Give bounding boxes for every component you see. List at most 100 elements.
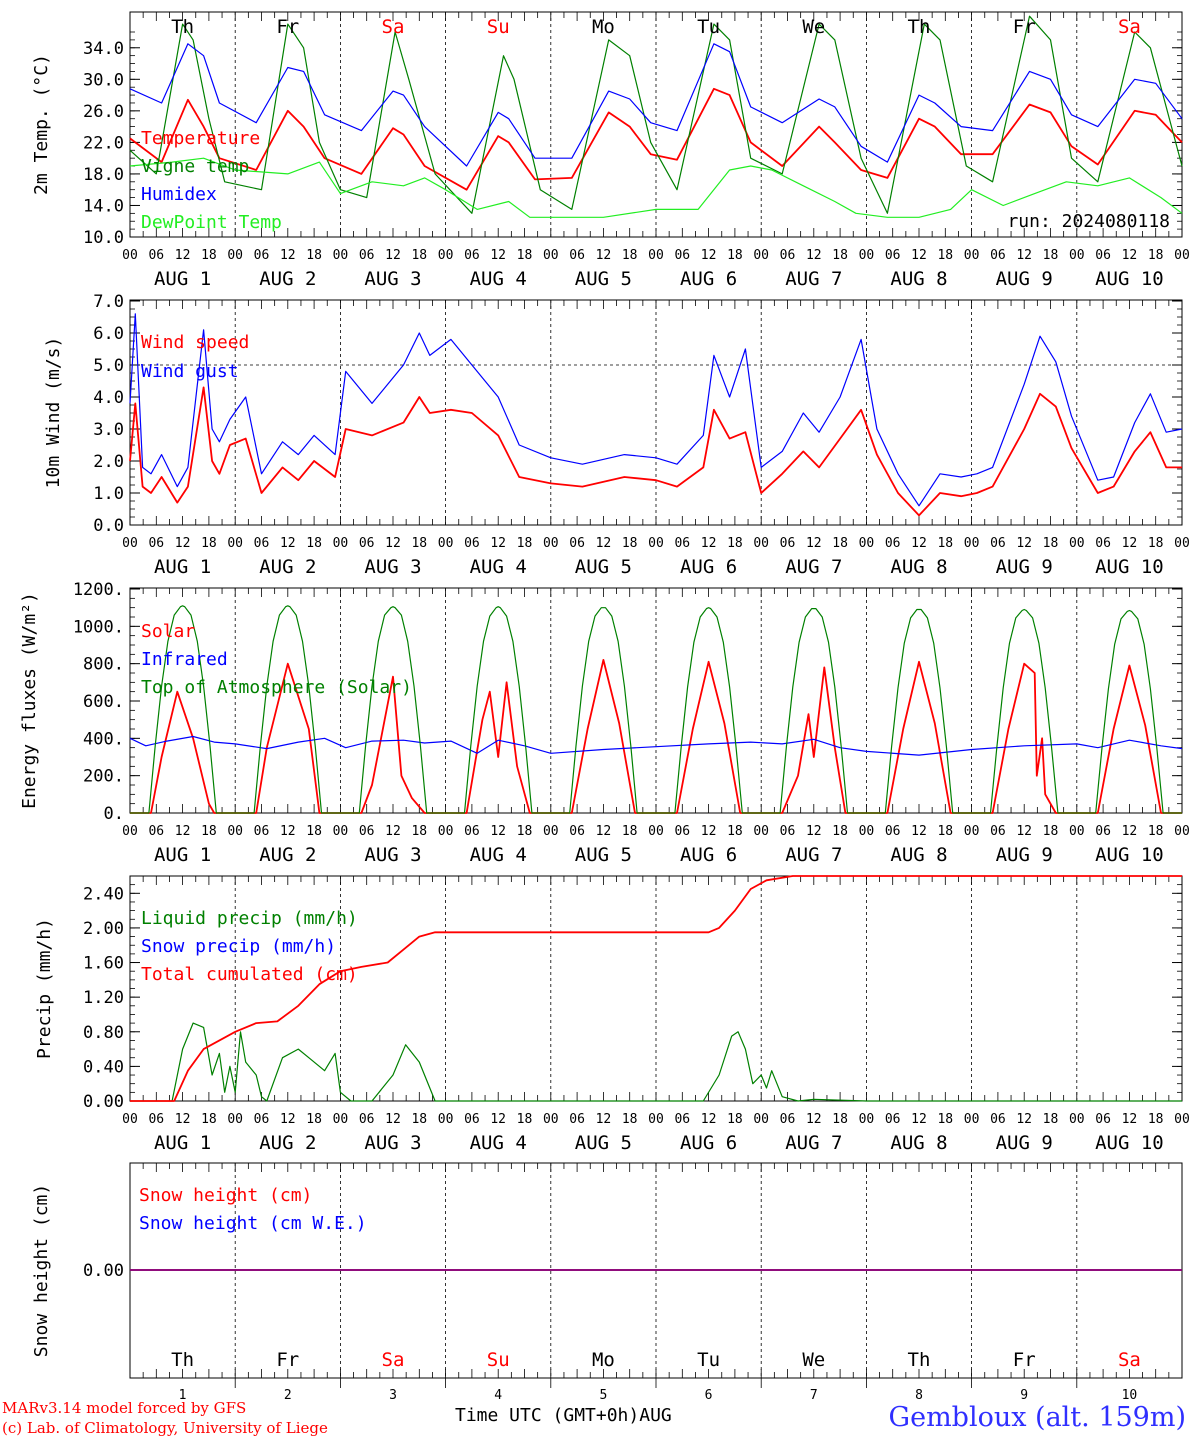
weekday-label: Tu (697, 1349, 720, 1371)
hour-tick-label: 06 (254, 1112, 270, 1127)
hour-tick-label: 00 (964, 824, 980, 839)
hour-tick-label: 06 (780, 824, 796, 839)
y-tick-label: 26.0 (83, 102, 124, 122)
y-tick-label: 7.0 (93, 292, 124, 312)
weekday-label: Th (171, 1349, 194, 1371)
y-axis-title: 2m Temp. (°C) (31, 54, 52, 195)
y-tick-label: 1.60 (83, 954, 124, 974)
hour-tick-label: 12 (701, 824, 717, 839)
day-number: 2 (284, 1388, 292, 1403)
hour-tick-label: 06 (359, 1112, 375, 1127)
hour-tick-label: 06 (674, 248, 690, 263)
hour-tick-label: 00 (648, 248, 664, 263)
series-line-liquid-precip-mm-h- (130, 1022, 1182, 1102)
y-tick-label: 400. (83, 729, 124, 749)
hour-tick-label: 18 (1043, 1112, 1059, 1127)
hour-tick-label: 18 (1043, 824, 1059, 839)
hour-tick-label: 00 (543, 1112, 559, 1127)
hour-tick-label: 12 (490, 1112, 506, 1127)
hour-tick-label: 18 (411, 536, 427, 551)
model-credit: MARv3.14 model forced by GFS (2, 1399, 247, 1417)
hour-tick-label: 18 (622, 248, 638, 263)
hour-tick-label: 06 (1095, 536, 1111, 551)
y-tick-label: 1.20 (83, 988, 124, 1008)
day-number: 3 (389, 1388, 397, 1403)
hour-tick-label: 06 (674, 1112, 690, 1127)
hour-tick-label: 18 (201, 1112, 217, 1127)
day-number: 8 (915, 1388, 923, 1403)
date-label: AUG 10 (1095, 556, 1164, 578)
hour-tick-label: 00 (964, 536, 980, 551)
date-label: AUG 6 (680, 844, 737, 866)
date-label: AUG 8 (890, 556, 947, 578)
day-number: 10 (1122, 1388, 1138, 1403)
legend-entry: Solar (141, 621, 195, 642)
weekday-label: Sa (382, 16, 405, 38)
hour-tick-label: 00 (227, 248, 243, 263)
hour-tick-label: 00 (122, 824, 138, 839)
hour-tick-label: 18 (1043, 248, 1059, 263)
hour-tick-label: 00 (1069, 824, 1085, 839)
hour-tick-label: 18 (832, 248, 848, 263)
hour-tick-label: 12 (596, 248, 612, 263)
hour-tick-label: 18 (201, 248, 217, 263)
hour-tick-label: 00 (753, 1112, 769, 1127)
hour-tick-label: 18 (517, 824, 533, 839)
hour-tick-label: 18 (1148, 824, 1164, 839)
hour-tick-label: 06 (990, 824, 1006, 839)
hour-tick-label: 12 (701, 1112, 717, 1127)
y-tick-label: 600. (83, 692, 124, 712)
hour-tick-label: 12 (175, 536, 191, 551)
hour-tick-label: 18 (201, 536, 217, 551)
hour-tick-label: 06 (254, 536, 270, 551)
hour-tick-label: 18 (411, 824, 427, 839)
hour-tick-label: 00 (1069, 536, 1085, 551)
hour-tick-label: 06 (569, 1112, 585, 1127)
hour-tick-label: 00 (648, 824, 664, 839)
y-axis-title: Snow height (cm) (31, 1184, 52, 1357)
hour-tick-label: 12 (1122, 1112, 1138, 1127)
legend-entry: Humidex (141, 184, 217, 205)
hour-tick-label: 18 (517, 536, 533, 551)
hour-tick-label: 06 (885, 1112, 901, 1127)
hour-tick-label: 00 (543, 536, 559, 551)
date-label: AUG 9 (996, 844, 1053, 866)
hour-tick-label: 18 (201, 824, 217, 839)
y-axis-title: Precip (mm/h) (34, 918, 55, 1059)
hour-tick-label: 00 (753, 536, 769, 551)
hour-tick-label: 12 (806, 248, 822, 263)
hour-tick-label: 12 (911, 1112, 927, 1127)
panel-frame-3 (129, 587, 1183, 814)
hour-tick-label: 00 (859, 248, 875, 263)
hour-tick-label: 06 (359, 824, 375, 839)
date-label: AUG 10 (1095, 844, 1164, 866)
series-line-wind-gust (129, 313, 1183, 507)
hour-tick-label: 18 (727, 824, 743, 839)
weekday-label: Su (487, 1349, 510, 1371)
hour-tick-label: 18 (832, 824, 848, 839)
date-label: AUG 4 (470, 844, 527, 866)
legend-entry: DewPoint Temp (141, 212, 282, 233)
date-label: AUG 2 (259, 268, 316, 290)
station-label: Gembloux (alt. 159m) (888, 1402, 1186, 1433)
day-number: 9 (1020, 1388, 1028, 1403)
hour-tick-label: 18 (306, 536, 322, 551)
hour-tick-label: 00 (227, 536, 243, 551)
series-line-humidex (129, 43, 1183, 167)
hour-tick-label: 18 (937, 536, 953, 551)
hour-tick-label: 06 (885, 824, 901, 839)
hour-tick-label: 12 (701, 536, 717, 551)
hour-tick-label: 00 (648, 536, 664, 551)
hour-tick-label: 06 (990, 248, 1006, 263)
hour-tick-label: 12 (806, 824, 822, 839)
date-label: AUG 1 (154, 556, 211, 578)
x-axis-label: Time UTC (GMT+0h)AUG (455, 1405, 672, 1426)
weekday-label: Tu (697, 16, 720, 38)
hour-tick-label: 06 (148, 248, 164, 263)
hour-tick-label: 06 (885, 536, 901, 551)
legend-entry: Snow height (cm) (139, 1185, 312, 1206)
hour-tick-label: 12 (1016, 536, 1032, 551)
hour-tick-label: 06 (359, 248, 375, 263)
hour-tick-label: 06 (1095, 824, 1111, 839)
hour-tick-label: 18 (411, 1112, 427, 1127)
